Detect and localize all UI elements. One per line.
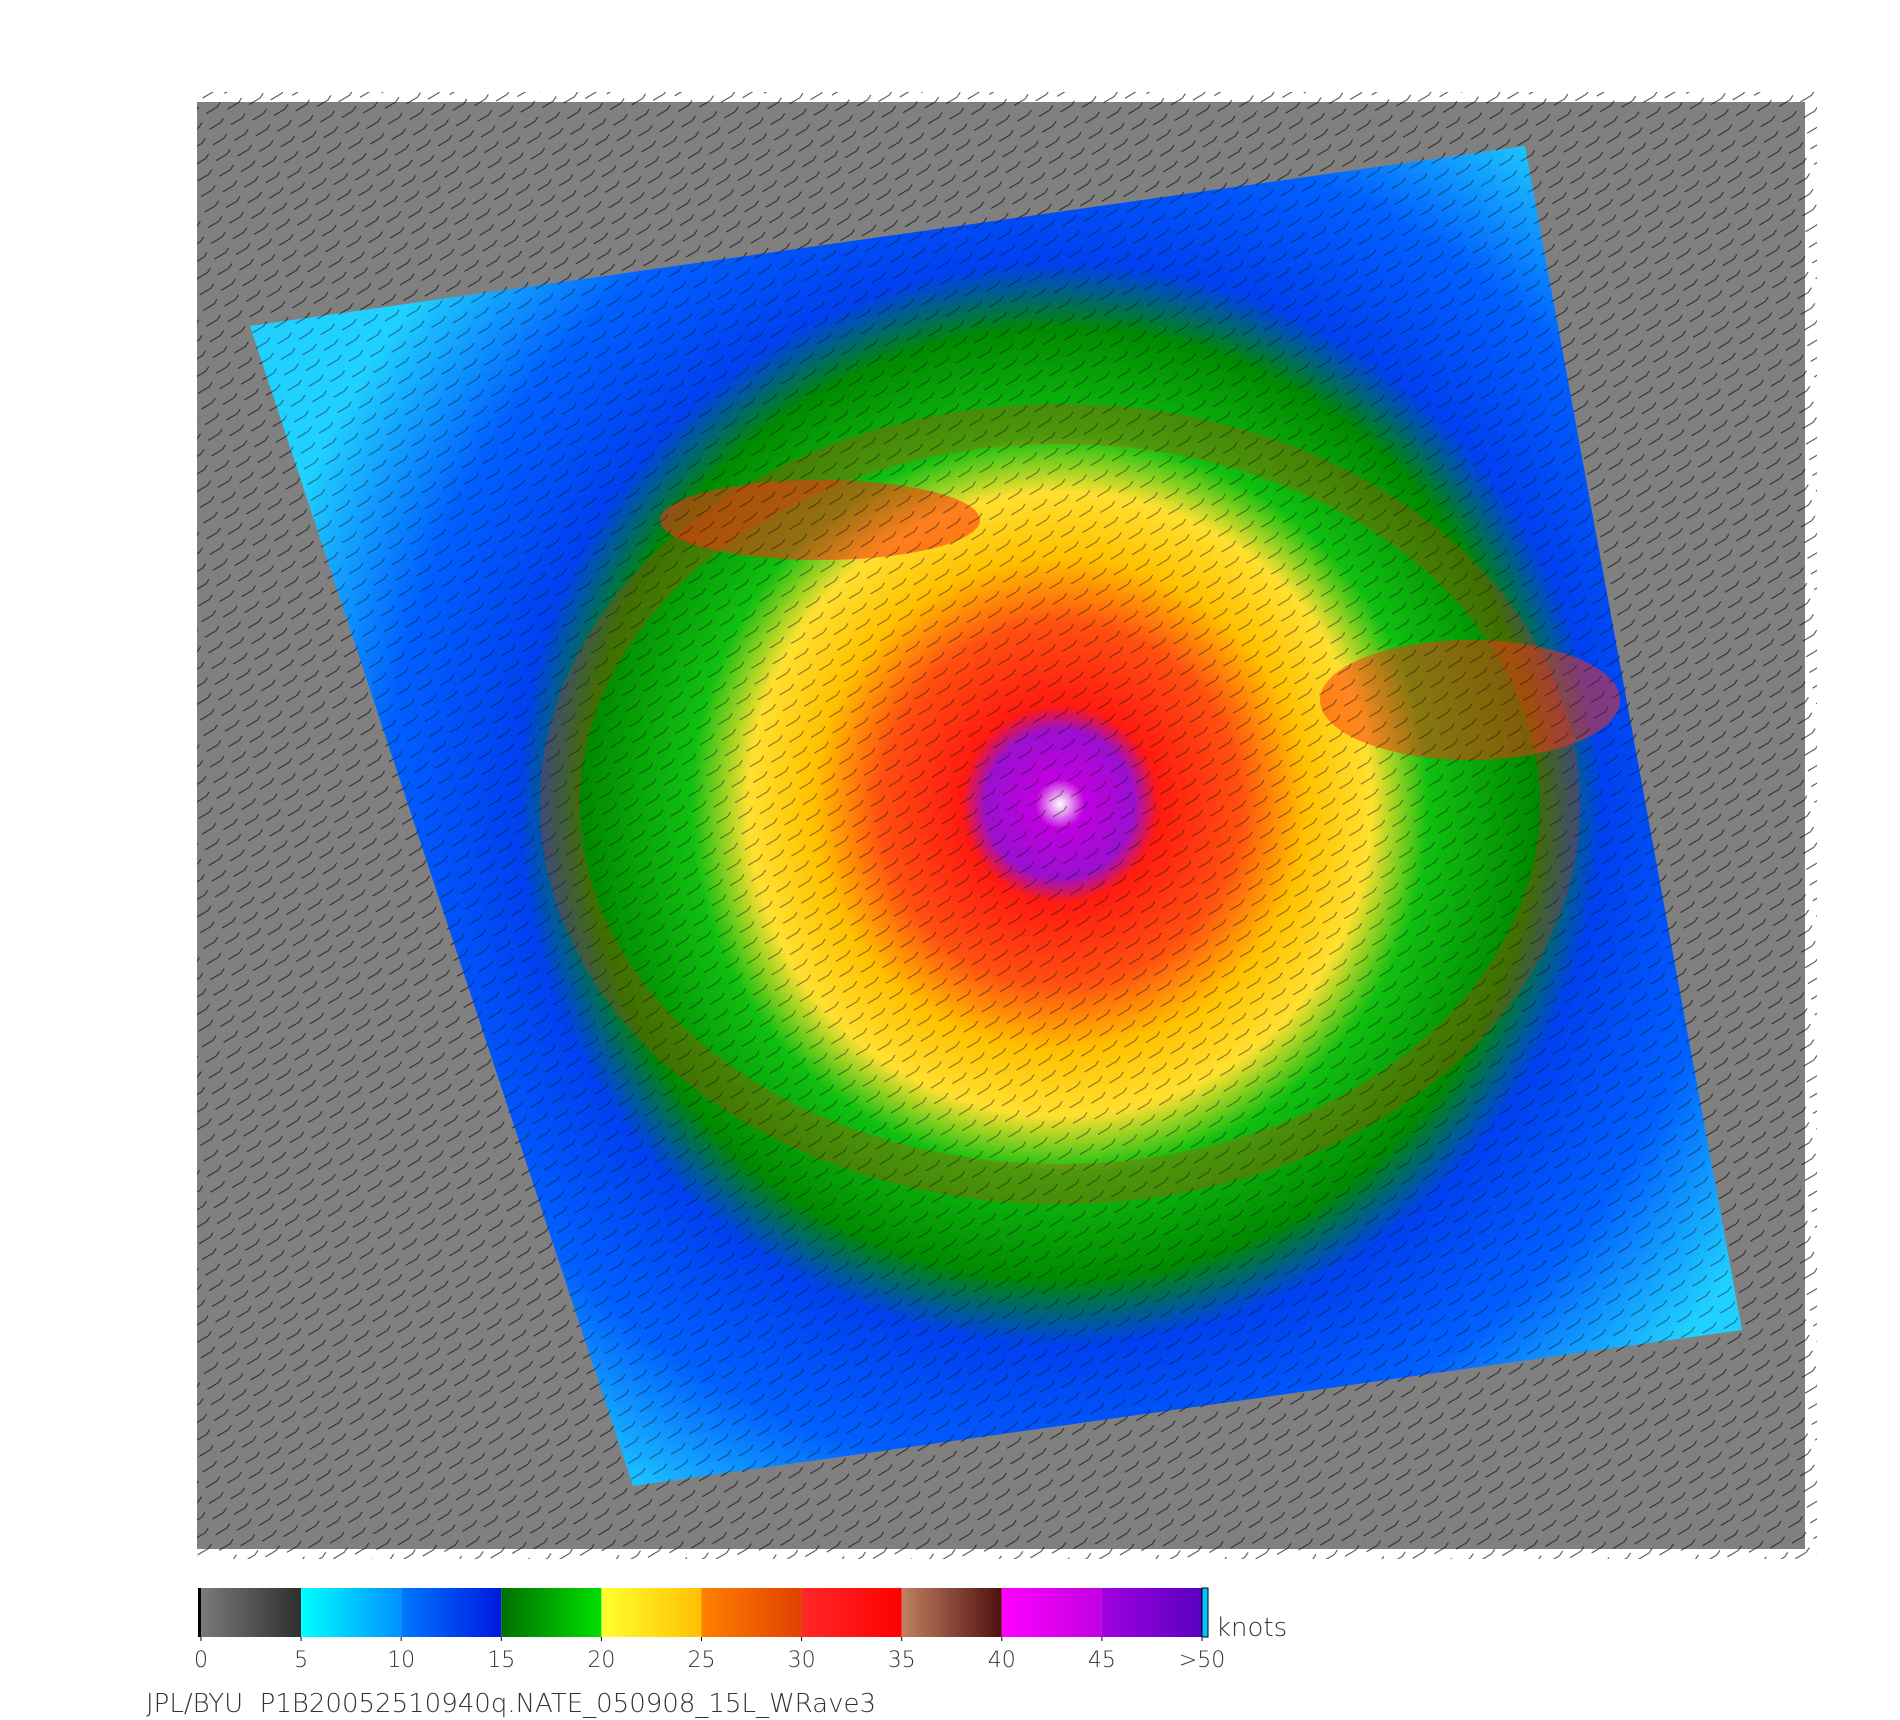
colorbar-segment	[401, 1588, 502, 1637]
colorbar-segment	[601, 1588, 702, 1637]
colorbar-segment	[801, 1588, 902, 1637]
colorbar-tick-label: 5	[294, 1648, 308, 1673]
colorbar-tick-label: 0	[194, 1648, 208, 1673]
footer: JPL/BYU P1B20052510940q.NATE_050908_15L_…	[146, 1689, 876, 1719]
colorbar-segment	[701, 1588, 802, 1637]
colorbar-segment	[301, 1588, 402, 1637]
colorbar-tick-label: 40	[988, 1648, 1016, 1673]
colorbar-segment	[1101, 1588, 1202, 1637]
colorbar-tick-label: 10	[387, 1648, 415, 1673]
colorbar-tick-label: >50	[1179, 1648, 1225, 1673]
colorbar-segment	[901, 1588, 1002, 1637]
colorbar-segment	[501, 1588, 602, 1637]
colorbar-segment	[1001, 1588, 1102, 1637]
colorbar: 0 5 10 15 20 25 30 35 40 45 >50	[194, 1587, 1225, 1673]
swath	[250, 146, 1742, 1486]
colorbar-tick-label: 25	[688, 1648, 716, 1673]
colorbar-edge	[198, 1588, 201, 1637]
colorbar-overflow	[1201, 1587, 1209, 1638]
colorbar-tick-label: 15	[487, 1648, 515, 1673]
colorbar-tick-label: 35	[888, 1648, 916, 1673]
colorbar-tick-label: 30	[788, 1648, 816, 1673]
colorbar-tick-label: 20	[587, 1648, 615, 1673]
colorbar-tick-label: 45	[1088, 1648, 1116, 1673]
colorbar-unit: knots	[1216, 1613, 1287, 1643]
colorbar-segment	[201, 1588, 302, 1637]
